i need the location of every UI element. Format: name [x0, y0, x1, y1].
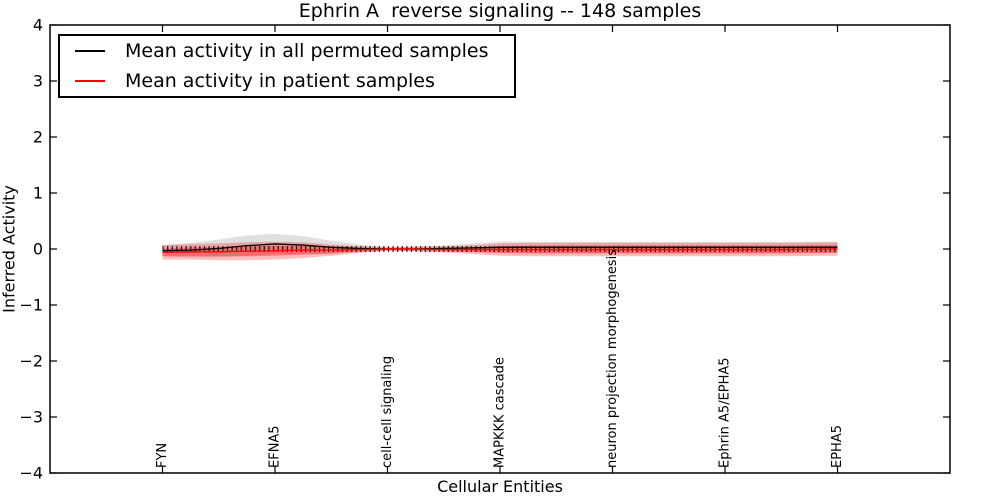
legend-item-patient: Mean activity in patient samples	[75, 69, 514, 93]
chart-title: Ephrin A reverse signaling -- 148 sample…	[298, 0, 702, 22]
x-tick-label: cell-cell signaling	[380, 356, 395, 468]
legend-item-permuted: Mean activity in all permuted samples	[75, 39, 514, 63]
x-tick-label: EFNA5	[268, 425, 283, 468]
y-axis-label: Inferred Activity	[0, 185, 19, 313]
y-tick-label: 3	[33, 72, 43, 91]
x-tick-label: Ephrin A5/EPHA5	[718, 357, 733, 468]
x-tick-label: MAPKKK cascade	[493, 357, 508, 468]
y-tick-label: 0	[33, 240, 43, 259]
y-tick-label: −4	[19, 464, 43, 483]
permuted-line-swatch	[75, 50, 105, 52]
patient-line-swatch	[75, 80, 105, 82]
x-tick-label: EPHA5	[830, 425, 845, 468]
y-tick-label: −1	[19, 296, 43, 315]
x-axis-label: Cellular Entities	[437, 477, 563, 496]
x-tick-label: FYN	[155, 443, 170, 468]
patient-mean-line	[162, 248, 838, 254]
legend: Mean activity in all permuted samples Me…	[58, 34, 516, 98]
y-tick-label: 2	[33, 128, 43, 147]
y-tick-label: −3	[19, 408, 43, 427]
y-tick-label: 4	[33, 16, 43, 35]
y-tick-label: 1	[33, 184, 43, 203]
y-tick-label: −2	[19, 352, 43, 371]
legend-label-permuted: Mean activity in all permuted samples	[125, 40, 489, 62]
permuted-mean-line	[162, 243, 838, 252]
legend-label-patient: Mean activity in patient samples	[125, 70, 435, 92]
x-tick-label: neuron projection morphogenesis	[605, 249, 620, 468]
